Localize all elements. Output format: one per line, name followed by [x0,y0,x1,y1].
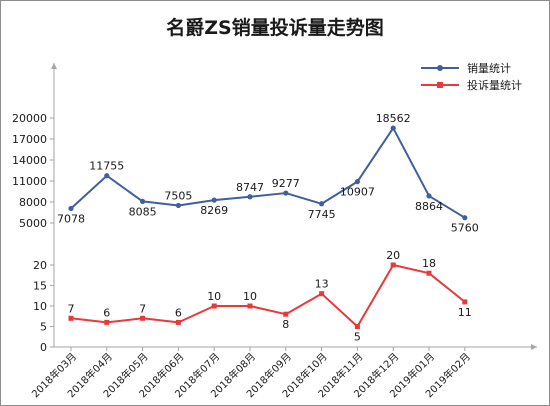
y-tick-label: 17000 [12,133,47,146]
data-label: 6 [175,306,182,319]
data-label: 8269 [200,204,228,217]
data-label: 9277 [272,177,300,190]
y-tick-label: 20 [33,259,47,272]
legend-item-sales: 销量统计 [421,59,522,76]
data-label: 7 [68,302,75,315]
y-tick-label: 20000 [12,112,47,125]
data-label: 18 [422,257,436,270]
data-point [247,303,253,309]
legend-swatch-sales [421,63,459,73]
data-label: 7505 [164,189,192,202]
data-label: 7 [139,302,146,315]
data-point [426,270,432,276]
data-point [211,303,217,309]
data-label: 18562 [376,112,411,125]
data-point [104,319,110,325]
data-label: 8085 [129,205,157,218]
y-tick-label: 0 [40,341,47,354]
data-point [68,315,74,321]
data-point [104,173,110,179]
data-point [462,299,468,305]
data-point [426,193,432,199]
data-label: 8747 [236,181,264,194]
y-tick-label: 8000 [19,196,47,209]
legend-label-sales: 销量统计 [467,61,511,75]
data-label: 6 [103,306,110,319]
data-label: 8864 [415,200,443,213]
legend: 销量统计 投诉量统计 [421,59,522,93]
data-point [390,125,396,131]
data-label: 10 [243,290,257,303]
y-axis-arrow [51,63,57,69]
legend-swatch-complaints [421,80,459,90]
data-point [175,319,181,325]
data-point [247,194,253,200]
series-line [70,127,466,219]
y-tick-label: 14000 [12,154,47,167]
data-label: 10 [207,290,221,303]
y-tick-label: 5 [40,321,47,334]
data-point [354,324,360,329]
data-point [140,315,146,321]
data-point [462,215,468,221]
data-point [140,198,146,205]
data-label: 11755 [89,160,124,173]
data-point [390,262,396,268]
data-label: 11 [458,306,472,319]
data-point [283,311,289,317]
legend-label-complaints: 投诉量统计 [467,78,522,92]
data-point [319,291,325,297]
data-label: 7078 [57,212,85,225]
chart-title: 名爵ZS销量投诉量走势图 [166,17,384,39]
legend-item-complaints: 投诉量统计 [421,76,522,93]
data-label: 7745 [308,208,336,221]
y-tick-label: 15 [33,280,47,293]
data-point [354,179,360,185]
data-point [283,190,289,196]
series-line [70,264,466,328]
y-tick-label: 11000 [12,175,47,188]
data-point [68,205,74,212]
x-axis-arrow [531,344,537,350]
data-label: 5 [354,331,361,344]
data-label: 5760 [451,222,479,235]
data-point [175,202,181,209]
y-tick-label: 10 [33,300,47,313]
data-label: 10907 [340,186,375,199]
data-label: 8 [282,318,289,331]
data-label: 13 [315,278,329,291]
data-point [319,201,325,207]
data-label: 20 [386,249,400,262]
y-tick-label: 5000 [19,217,47,230]
data-point [211,197,217,203]
